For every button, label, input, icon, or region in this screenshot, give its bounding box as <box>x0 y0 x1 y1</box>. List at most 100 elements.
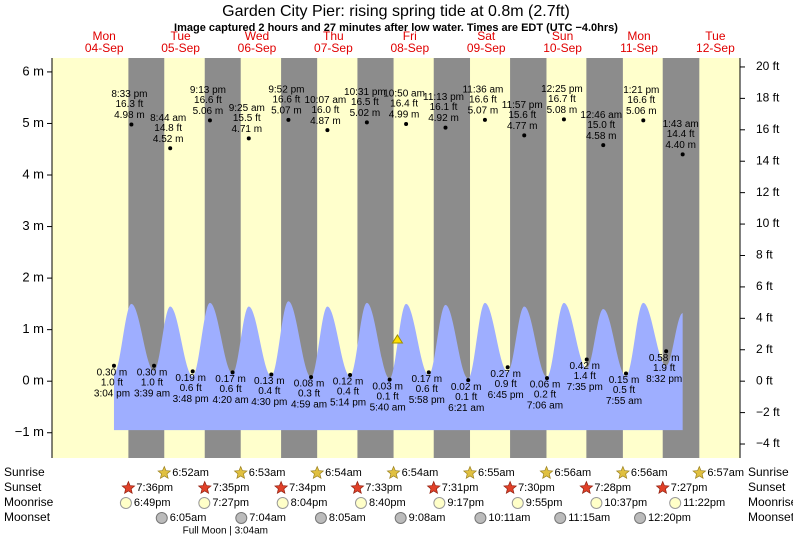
tide-label: 15.6 ft <box>508 110 536 121</box>
tide-label: 1.4 ft <box>574 371 596 382</box>
tide-point <box>482 117 487 122</box>
sunrise-icon <box>692 465 707 480</box>
y-tick-label: 6 m <box>22 63 44 78</box>
y-tick-label: 4 m <box>22 166 44 181</box>
day-date: 09-Sep <box>467 41 506 55</box>
tide-label: 0.03 m <box>372 381 403 392</box>
tide-point <box>584 357 589 362</box>
y2-tick-label: 6 ft <box>756 279 773 293</box>
tide-label: 0.5 ft <box>613 385 635 396</box>
tide-point <box>545 376 550 381</box>
y2-tick-label: 18 ft <box>756 91 780 105</box>
sunset-time: 7:36pm <box>136 482 173 494</box>
row-label: Moonset <box>4 510 51 524</box>
sunrise-icon <box>462 465 478 480</box>
tide-label: 11:13 pm <box>423 92 464 103</box>
moonset-icon <box>474 512 487 524</box>
tide-point <box>364 120 369 125</box>
tide-label: 0.08 m <box>294 379 325 390</box>
tide-label: 3:39 am <box>134 388 170 399</box>
tide-label: 0.02 m <box>451 382 482 393</box>
tide-label: 4.40 m <box>665 140 696 151</box>
tide-label: 15.5 ft <box>233 113 261 124</box>
y2-tick-label: 2 ft <box>756 342 773 356</box>
y-tick-label: 2 m <box>22 270 44 285</box>
y2-tick-label: 10 ft <box>756 216 780 230</box>
tide-point <box>190 369 195 374</box>
day-name: Mon <box>627 29 650 43</box>
tide-curve <box>113 301 683 431</box>
tide-point <box>680 152 685 157</box>
moonset-time: 8:05am <box>329 512 366 524</box>
tide-label: 4.52 m <box>153 134 184 145</box>
row-label: Moonset <box>748 510 793 524</box>
tide-label: 0.27 m <box>490 369 521 380</box>
tide-label: 16.7 ft <box>548 94 576 105</box>
day-name: Sun <box>552 29 573 43</box>
tide-label: 10:07 am <box>305 95 347 106</box>
tide-label: 6:45 pm <box>488 390 524 401</box>
moonrise-icon <box>276 497 289 509</box>
y2-tick-label: −2 ft <box>756 405 780 419</box>
moonset-time: 7:04am <box>249 512 286 524</box>
y2-tick-label: 4 ft <box>756 311 773 325</box>
moonrise-time: 8:04pm <box>291 497 328 509</box>
row-label: Sunrise <box>748 465 789 479</box>
tide-point <box>168 146 173 151</box>
tide-label: 0.15 m <box>609 375 640 386</box>
sunset-icon <box>426 480 441 495</box>
current-tide-marker <box>391 334 404 344</box>
tide-point <box>641 118 646 123</box>
moonset-icon <box>394 512 407 524</box>
tide-label: 0.17 m <box>412 374 443 385</box>
moonrise-icon <box>669 497 682 509</box>
tide-label: 4.77 m <box>507 121 538 132</box>
tide-point <box>522 133 527 138</box>
y2-tick-label: 8 ft <box>756 248 773 262</box>
tide-label: 0.6 ft <box>219 384 241 395</box>
tide-label: 0.4 ft <box>258 386 280 397</box>
tide-label: 9:52 pm <box>268 84 304 95</box>
day-date: 08-Sep <box>390 41 429 55</box>
tide-point <box>387 377 392 382</box>
tide-label: 16.6 ft <box>194 95 222 106</box>
sunset-time: 7:33pm <box>365 482 402 494</box>
sunset-icon <box>350 480 365 495</box>
y-tick-label: 0 m <box>22 373 44 388</box>
y-tick-label: 3 m <box>22 218 44 233</box>
moonset-icon <box>634 512 647 524</box>
tide-label: 8:33 pm <box>111 89 147 100</box>
tide-point <box>443 125 448 130</box>
tide-label: 5.07 m <box>271 105 302 116</box>
tide-label: 5.07 m <box>468 105 499 116</box>
tide-label: 1.0 ft <box>141 377 163 388</box>
tide-label: 16.6 ft <box>273 94 301 105</box>
tide-label: 0.13 m <box>254 376 285 387</box>
tide-label: 7:35 pm <box>567 382 603 393</box>
tide-label: 16.0 ft <box>311 105 339 116</box>
tide-point <box>246 136 251 141</box>
tide-label: 0.1 ft <box>377 391 399 402</box>
sunset-time: 7:30pm <box>518 482 555 494</box>
tide-point <box>505 365 510 370</box>
tide-label: 1:43 am <box>663 119 699 130</box>
day-date: 07-Sep <box>314 41 353 55</box>
moonset-time: 6:05am <box>170 512 207 524</box>
sunrise-time: 6:54am <box>402 467 439 479</box>
moonrise-icon <box>198 497 211 509</box>
tide-label: 0.19 m <box>175 373 206 384</box>
tide-label: 0.6 ft <box>180 383 202 394</box>
tide-point <box>664 349 669 354</box>
tide-point <box>624 371 629 376</box>
tide-point <box>207 118 212 123</box>
tide-label: 4.92 m <box>428 113 459 124</box>
day-date: 12-Sep <box>696 41 735 55</box>
sunset-icon <box>121 480 136 495</box>
tide-label: 4.98 m <box>114 110 145 121</box>
tide-label: 14.4 ft <box>667 129 695 140</box>
moonset-time: 9:08am <box>409 512 446 524</box>
tide-label: 7:06 am <box>527 401 563 412</box>
tide-label: 5:14 pm <box>330 398 366 409</box>
sunset-icon <box>274 480 289 495</box>
tide-label: 4:20 am <box>213 395 249 406</box>
